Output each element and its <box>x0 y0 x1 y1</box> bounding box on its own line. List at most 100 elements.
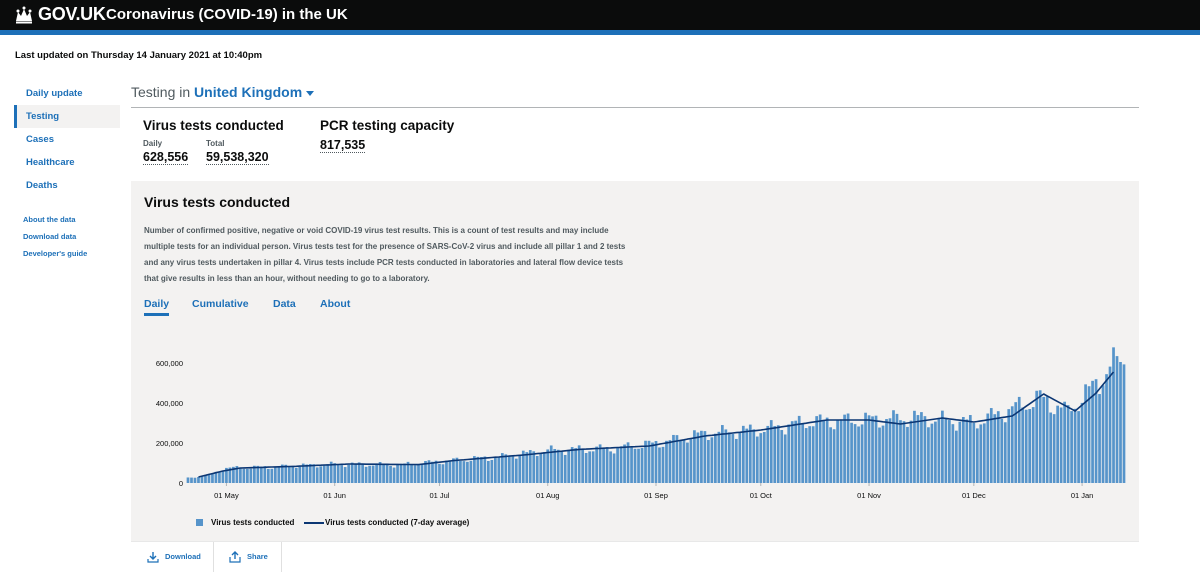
bar <box>867 415 871 483</box>
bar <box>329 461 333 483</box>
headline-daily-value[interactable]: 628,556 <box>143 150 189 165</box>
bar <box>308 464 312 483</box>
headline-total-label: Total <box>206 139 225 148</box>
sidebar-item-testing[interactable]: Testing <box>14 105 120 128</box>
bar <box>535 456 539 483</box>
bar <box>700 430 703 483</box>
headline-capacity-value[interactable]: 817,535 <box>320 138 366 153</box>
service-name-link[interactable]: Coronavirus (COVID-19) in the UK <box>106 6 348 23</box>
bar <box>490 460 494 483</box>
bar <box>350 462 354 483</box>
bar <box>207 474 211 483</box>
bar <box>368 465 371 483</box>
bar <box>1010 406 1014 483</box>
download-button[interactable]: Download <box>147 542 201 572</box>
share-button[interactable]: Share <box>229 542 268 572</box>
y-tick-label: 600,000 <box>156 359 183 368</box>
bar <box>836 419 839 483</box>
bar <box>1094 379 1098 483</box>
bar <box>951 424 955 483</box>
sidebar-item-healthcare[interactable]: Healthcare <box>26 157 75 168</box>
bar <box>787 424 791 483</box>
bar <box>417 464 420 483</box>
sidebar-item-cases[interactable]: Cases <box>26 134 54 145</box>
bar <box>1119 362 1122 483</box>
bar <box>860 424 864 483</box>
tab-daily[interactable]: Daily <box>144 298 170 316</box>
bar <box>637 448 640 483</box>
tab-cumulative[interactable]: Cumulative <box>192 298 249 310</box>
sidebar-link-developers-guide[interactable]: Developer's guide <box>23 249 88 258</box>
bar <box>741 425 745 483</box>
sidebar-item-daily-update[interactable]: Daily update <box>26 88 83 99</box>
bar <box>1059 407 1063 483</box>
bar <box>277 466 281 483</box>
bar <box>909 420 913 483</box>
bar <box>899 420 902 483</box>
bar <box>232 466 235 483</box>
bar <box>888 418 892 483</box>
bar <box>588 451 591 483</box>
bar <box>710 437 714 483</box>
bar <box>934 421 937 483</box>
bar <box>567 449 571 483</box>
legend-line-label: Virus tests conducted (7-day average) <box>325 518 470 527</box>
crown-icon <box>16 6 32 24</box>
bar <box>871 416 874 483</box>
bar <box>644 440 647 483</box>
bar <box>343 467 347 483</box>
bar <box>1115 356 1119 483</box>
bar <box>766 425 770 483</box>
bar <box>727 432 731 483</box>
bar <box>955 430 958 483</box>
bar <box>420 464 424 483</box>
bar <box>249 468 253 483</box>
bar <box>790 421 794 483</box>
bar <box>403 463 406 483</box>
bar <box>413 465 417 483</box>
bar <box>630 447 633 483</box>
location-selector[interactable]: United Kingdom <box>194 84 315 100</box>
y-tick-label: 200,000 <box>156 439 183 448</box>
bar <box>895 413 899 483</box>
bar <box>1014 402 1018 483</box>
bar <box>584 453 588 483</box>
bar <box>1101 385 1105 483</box>
sidebar-link-download-data[interactable]: Download data <box>23 232 77 241</box>
bar <box>378 462 382 483</box>
bar <box>287 466 291 483</box>
bar <box>549 445 553 483</box>
bar <box>284 464 288 483</box>
bar <box>399 463 403 483</box>
tab-about[interactable]: About <box>320 298 351 310</box>
govuk-logo-link[interactable]: GOV.UK <box>38 4 106 24</box>
bar <box>689 439 693 483</box>
bar <box>532 451 536 483</box>
bar <box>322 465 326 483</box>
bar <box>825 417 829 483</box>
tab-data[interactable]: Data <box>273 298 296 310</box>
bar <box>1028 409 1032 483</box>
sidebar-link-about-data[interactable]: About the data <box>23 215 76 224</box>
bar <box>1003 422 1007 483</box>
bar <box>431 461 434 483</box>
bar <box>354 463 357 483</box>
x-axis: 01 May 01 Jun 01 Jul 01 Aug 01 Sep 01 Oct 01 N… <box>214 483 1093 500</box>
bar-series <box>186 347 1126 483</box>
bar <box>497 456 501 483</box>
bar <box>455 457 459 483</box>
bar <box>438 463 441 483</box>
bar <box>776 425 780 483</box>
bar <box>410 464 413 483</box>
headline-total-value[interactable]: 59,538,320 <box>206 150 269 165</box>
bar <box>462 461 466 483</box>
legend-bar-label: Virus tests conducted <box>211 518 295 527</box>
bar <box>647 440 651 483</box>
sidebar-item-deaths[interactable]: Deaths <box>26 180 58 191</box>
bar <box>186 477 190 483</box>
bar <box>591 451 595 483</box>
bar <box>937 417 941 483</box>
bar <box>570 447 574 483</box>
bar <box>752 429 756 483</box>
x-tick-label: 01 Oct <box>750 491 773 500</box>
